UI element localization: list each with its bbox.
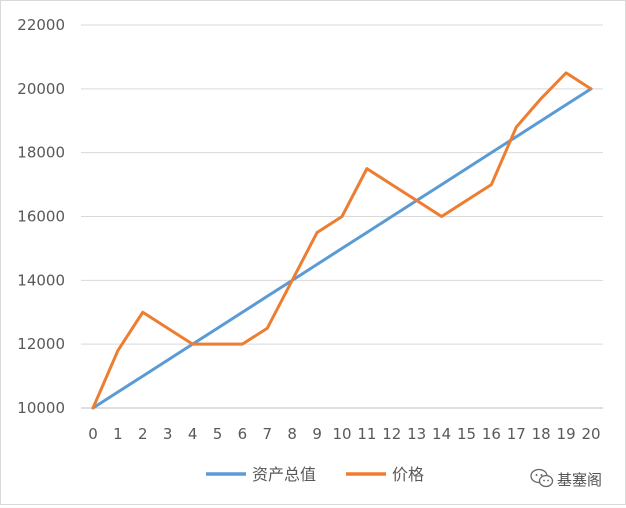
legend: 资产总值 价格 [206, 465, 424, 484]
series-lines [91, 71, 593, 410]
legend-label: 资产总值 [252, 465, 316, 484]
y-tick-label: 18000 [17, 144, 65, 162]
x-tick-label: 11 [357, 425, 376, 443]
y-tick-label: 16000 [17, 208, 65, 226]
x-tick-label: 9 [312, 425, 322, 443]
x-tick-label: 17 [507, 425, 526, 443]
x-tick-label: 8 [287, 425, 297, 443]
y-axis-ticks: 10000 12000 14000 16000 18000 20000 22000 [17, 16, 65, 417]
x-tick-label: 10 [332, 425, 351, 443]
y-tick-label: 14000 [17, 271, 65, 289]
gridlines [81, 24, 603, 409]
x-tick-label: 19 [557, 425, 576, 443]
y-tick-label: 10000 [17, 399, 65, 417]
wechat-icon [530, 468, 554, 488]
x-tick-label: 14 [432, 425, 451, 443]
x-tick-label: 16 [482, 425, 501, 443]
x-tick-label: 2 [138, 425, 148, 443]
x-tick-label: 20 [581, 425, 600, 443]
y-tick-label: 22000 [17, 16, 65, 34]
series-line-0 [91, 87, 593, 410]
y-tick-label: 12000 [17, 335, 65, 353]
x-tick-label: 1 [113, 425, 123, 443]
series-line-1 [91, 71, 593, 410]
x-tick-label: 12 [382, 425, 401, 443]
x-tick-label: 4 [188, 425, 198, 443]
legend-label: 价格 [392, 465, 424, 484]
x-tick-label: 13 [407, 425, 426, 443]
watermark: 基塞阁 [530, 468, 602, 489]
x-tick-label: 0 [88, 425, 98, 443]
x-tick-label: 18 [532, 425, 551, 443]
x-tick-label: 7 [263, 425, 273, 443]
x-axis-ticks: 0 1 2 3 4 5 6 7 8 9 10 11 12 13 14 15 16 17 18 19 20 [88, 425, 600, 443]
x-tick-label: 15 [457, 425, 476, 443]
y-tick-label: 20000 [17, 80, 65, 98]
x-tick-label: 3 [163, 425, 173, 443]
x-tick-label: 6 [238, 425, 248, 443]
x-tick-label: 5 [213, 425, 223, 443]
watermark-text: 基塞阁 [557, 471, 602, 489]
